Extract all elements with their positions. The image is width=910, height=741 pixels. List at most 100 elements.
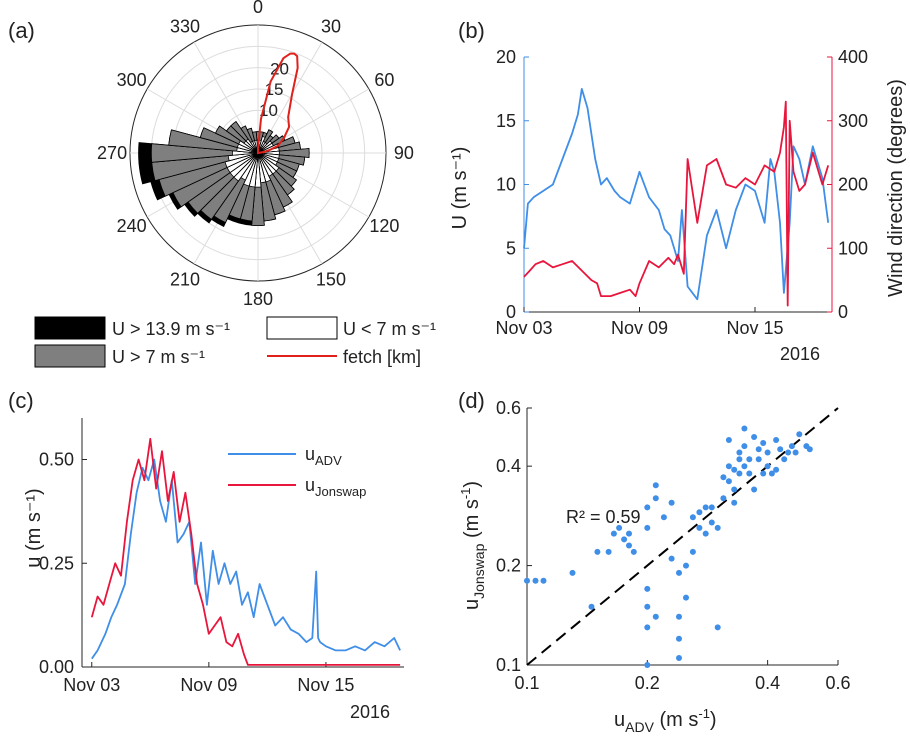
panel-d-scatter-point xyxy=(616,524,623,531)
panel-b-ytick-label-left: 5 xyxy=(506,238,516,258)
panel-d-scatter-point xyxy=(644,624,651,631)
panel-b-xtick-label: Nov 03 xyxy=(495,318,552,338)
panel-d-scatter-point xyxy=(626,542,632,549)
panel-d-scatter-point xyxy=(714,524,721,531)
panel-b-ylabel-left: U (m s⁻¹) xyxy=(449,147,471,230)
legend-label-fetch: fetch [km] xyxy=(343,347,421,367)
polar-angle-tick: 240 xyxy=(117,216,147,236)
polar-angle-tick: 90 xyxy=(394,143,414,163)
panel-d-scatter-point xyxy=(731,499,738,506)
panel-d-scatter-point xyxy=(760,440,767,446)
panel-d-scatter-point xyxy=(696,524,703,531)
panel-d-one-to-one-line xyxy=(526,407,839,666)
panel-d-annotation: R² = 0.59 xyxy=(566,507,641,527)
panel-d-scatter-point xyxy=(689,514,696,521)
panel-d-scatter-point xyxy=(741,425,748,432)
panel-c-legend: uADV uJonswap xyxy=(228,444,366,499)
panel-label-c: (c) xyxy=(8,388,34,413)
panel-c-xtick-label: Nov 15 xyxy=(297,675,354,695)
panel-d-scatter-point xyxy=(668,555,675,562)
panel-d-scatter-point xyxy=(764,463,771,470)
polar-angle-tick: 210 xyxy=(170,269,200,289)
panel-d-scatter-point xyxy=(689,548,696,555)
panel-d-scatter-point xyxy=(569,569,576,576)
panel-d-scatter-point xyxy=(676,635,682,642)
panel-c-ytick-label: 0.00 xyxy=(39,657,74,677)
panel-d-xtick-label: 0.2 xyxy=(635,673,660,693)
panel-b-ytick-label-right: 100 xyxy=(838,238,868,258)
legend-swatch-white xyxy=(266,316,338,340)
panel-d-scatter-point xyxy=(777,446,784,453)
panel-d-ylabel: uJonswap (m s-1) xyxy=(458,481,487,610)
legend-label-black: U > 13.9 m s⁻¹ xyxy=(112,319,230,339)
panel-d-scatter-point xyxy=(630,548,637,555)
polar-angle-tick: 330 xyxy=(170,17,200,37)
panel-d-scatter-point xyxy=(708,519,715,526)
panel-d-scatter-point xyxy=(736,470,743,477)
panel-d-scatter-point xyxy=(785,449,792,456)
panel-d-scatter-point xyxy=(644,585,651,592)
legend-label-uadv: uADV xyxy=(305,444,342,468)
polar-angle-tick: 0 xyxy=(253,0,263,17)
polar-angle-tick: 270 xyxy=(97,143,127,163)
panel-d-scatter-point xyxy=(683,562,689,569)
panel-d-scatter-point xyxy=(736,456,743,463)
panel-d-scatter-point xyxy=(683,594,689,601)
polar-angle-tick: 300 xyxy=(117,70,147,90)
panel-d-scatter-point xyxy=(652,482,659,489)
panel-c-xtick-label: Nov 03 xyxy=(63,675,120,695)
panel-d-scatter-point xyxy=(668,499,675,506)
panel-b-ytick-label-left: 20 xyxy=(496,47,516,67)
panel-d-scatter-point xyxy=(792,449,799,456)
polar-bar-mid xyxy=(257,148,310,158)
panel-c-ytick-label: 0.50 xyxy=(39,450,74,470)
panel-d-scatter-point xyxy=(702,504,709,511)
panel-c-plot: 0.00 0.25 0.50 Nov 03 Nov 09 Nov 15 xyxy=(39,418,404,695)
panel-b-ytick-label-left: 0 xyxy=(506,302,516,322)
panel-b-xtick-label: Nov 09 xyxy=(611,318,668,338)
polar-angle-tick: 180 xyxy=(243,289,273,309)
panel-d-plot: 0.1 0.2 0.4 0.6 0.1 0.2 0.4 0.6 xyxy=(496,398,851,693)
panel-d-scatter-point xyxy=(725,478,732,485)
polar-legend: U > 13.9 m s⁻¹ U < 7 m s⁻¹ U > 7 m s⁻¹ f… xyxy=(34,316,436,368)
panel-d-scatter-point xyxy=(676,655,682,661)
panel-b-ytick-label-left: 10 xyxy=(496,175,516,195)
panel-d-scatter-point xyxy=(644,504,651,511)
panel-d-scatter-point xyxy=(731,486,738,493)
panel-d-scatter-point xyxy=(746,456,753,463)
panel-d-scatter-point xyxy=(588,603,595,610)
panel-d-scatter-point xyxy=(751,434,758,440)
panel-d-scatter-point xyxy=(720,474,727,481)
panel-d-scatter-point xyxy=(702,530,709,537)
panel-d-scatter-point xyxy=(755,456,762,463)
panel-b-wind-speed-line xyxy=(523,88,830,301)
polar-angle-tick: 30 xyxy=(321,17,341,37)
panel-d-scatter-point xyxy=(725,463,732,470)
panel-d-scatter-point xyxy=(605,548,612,555)
panel-d-scatter-point xyxy=(751,486,758,493)
panel-d-scatter-point xyxy=(741,463,748,470)
panel-c-xtick-label: Nov 09 xyxy=(180,675,237,695)
panel-d-xlabel: uADV (m s-1) xyxy=(614,706,717,735)
legend-label-gray: U > 7 m s⁻¹ xyxy=(112,347,205,367)
panel-d-scatter-point xyxy=(644,662,651,668)
panel-d-ytick-label: 0.2 xyxy=(496,556,521,576)
panel-d-scatter-point xyxy=(621,536,628,543)
panel-b-year: 2016 xyxy=(780,344,820,364)
legend-label-ujonswap: uJonswap xyxy=(305,475,366,499)
panel-c-ytick-label: 0.25 xyxy=(39,553,74,573)
panel-d-scatter-point xyxy=(524,577,530,584)
panel-d-scatter-point xyxy=(626,530,632,537)
panel-b-ylabel-right: Wind direction (degrees) xyxy=(885,79,907,297)
panel-label-b: (b) xyxy=(458,18,485,43)
panel-d-scatter-point xyxy=(788,443,795,450)
panel-d-xtick-label: 0.1 xyxy=(514,673,539,693)
panel-d-scatter-point xyxy=(755,446,762,453)
panel-d-scatter-point xyxy=(652,495,659,502)
panel-d-scatter-point xyxy=(610,530,617,537)
panel-d-scatter-point xyxy=(773,437,780,443)
panel-d-scatter-point xyxy=(746,470,753,477)
